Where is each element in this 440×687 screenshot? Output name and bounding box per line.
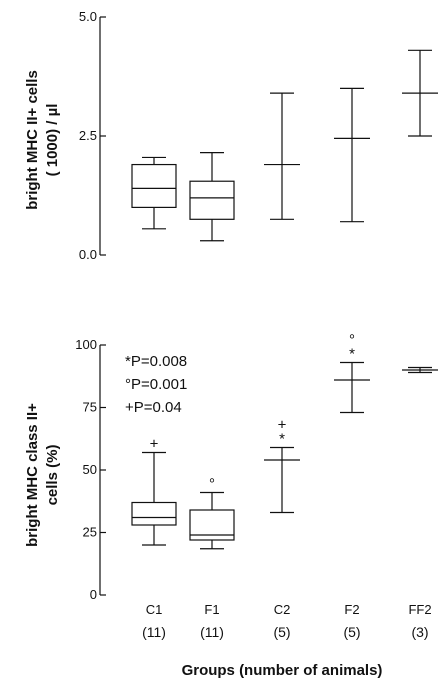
bottom-y-tick-label-2: 50 xyxy=(83,462,97,477)
bottom-marker: + xyxy=(278,417,287,434)
bottom-group-ff2 xyxy=(402,366,438,374)
bottom-panel: 0 25 50 75 100 bright MHC class II+ cells (%… xyxy=(24,332,438,679)
bottom-marker: * xyxy=(279,431,285,448)
category-labels: C1 (11) F1 (11) C2 (5) F2 (5) FF2 (3) xyxy=(142,602,431,640)
category-count-c2: (5) xyxy=(273,624,290,640)
category-count-f2: (5) xyxy=(343,624,360,640)
bottom-ylabel-line2: cells (%) xyxy=(44,445,61,506)
bottom-group-f2: *° xyxy=(334,332,370,414)
top-y-tick-label-2: 5.0 xyxy=(79,9,97,24)
top-plot-area xyxy=(131,49,438,242)
top-panel: 0.0 2.5 5.0 bright MHC II+ cells ( 1000) /… xyxy=(24,9,438,262)
top-group-c1 xyxy=(131,156,177,230)
bottom-marker: ° xyxy=(349,332,355,349)
bottom-marker: ° xyxy=(209,476,215,493)
bottom-group-c2: *+ xyxy=(264,417,300,514)
bottom-plot-area: +°*+*° xyxy=(131,332,438,550)
bottom-y-tick-label-0: 0 xyxy=(90,587,97,602)
x-axis-label: Groups (number of animals) xyxy=(182,662,383,679)
bottom-box xyxy=(131,501,177,526)
top-ylabel-line1: bright MHC II+ cells xyxy=(24,70,41,210)
bottom-marker: * xyxy=(349,346,355,363)
category-label-f2: F2 xyxy=(344,602,359,617)
bottom-marker: + xyxy=(150,436,159,453)
category-label-ff2: FF2 xyxy=(408,602,431,617)
bottom-group-c1: + xyxy=(131,436,177,546)
top-y-tick-label-0: 0.0 xyxy=(79,247,97,262)
category-count-f1: (11) xyxy=(200,624,224,640)
bottom-y-tick-label-3: 75 xyxy=(83,400,97,415)
category-count-ff2: (3) xyxy=(411,624,428,640)
annotation-p-plus: +P=0.04 xyxy=(125,399,182,416)
top-group-f1 xyxy=(189,152,235,242)
category-label-c1: C1 xyxy=(146,602,163,617)
category-label-f1: F1 xyxy=(204,602,219,617)
category-count-c1: (11) xyxy=(142,624,166,640)
top-group-ff2 xyxy=(402,49,438,137)
top-group-c2 xyxy=(264,92,300,220)
category-label-c2: C2 xyxy=(274,602,291,617)
top-ylabel-line2: ( 1000) / µl xyxy=(44,104,61,177)
bottom-y-tick-label-1: 25 xyxy=(83,525,97,540)
bottom-y-tick-label-4: 100 xyxy=(75,337,97,352)
top-y-tick-label-1: 2.5 xyxy=(79,128,97,143)
bottom-box xyxy=(189,509,235,541)
top-box xyxy=(131,163,177,208)
bottom-group-f1: ° xyxy=(189,476,235,550)
annotation-p-star: *P=0.008 xyxy=(125,353,187,370)
annotation-p-degree: °P=0.001 xyxy=(125,376,187,393)
top-box xyxy=(189,180,235,220)
top-group-f2 xyxy=(334,87,370,223)
bottom-y-ticks: 0 25 50 75 100 xyxy=(75,337,106,602)
top-y-ticks: 0.0 2.5 5.0 xyxy=(79,9,106,262)
bottom-ylabel-line1: bright MHC class II+ xyxy=(24,403,41,547)
